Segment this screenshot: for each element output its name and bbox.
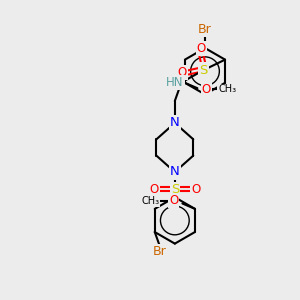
Text: O: O <box>178 66 187 79</box>
Text: O: O <box>202 83 211 96</box>
Text: S: S <box>171 183 179 196</box>
Text: S: S <box>200 64 208 76</box>
Text: HN: HN <box>166 76 184 89</box>
Text: N: N <box>170 116 180 130</box>
Text: N: N <box>170 166 180 178</box>
Text: O: O <box>149 183 159 196</box>
Text: O: O <box>169 194 178 207</box>
Text: O: O <box>191 183 200 196</box>
Text: Br: Br <box>198 23 212 36</box>
Text: Br: Br <box>153 244 167 258</box>
Text: O: O <box>197 42 206 55</box>
Text: CH₃: CH₃ <box>218 84 236 94</box>
Text: CH₃: CH₃ <box>141 196 159 206</box>
